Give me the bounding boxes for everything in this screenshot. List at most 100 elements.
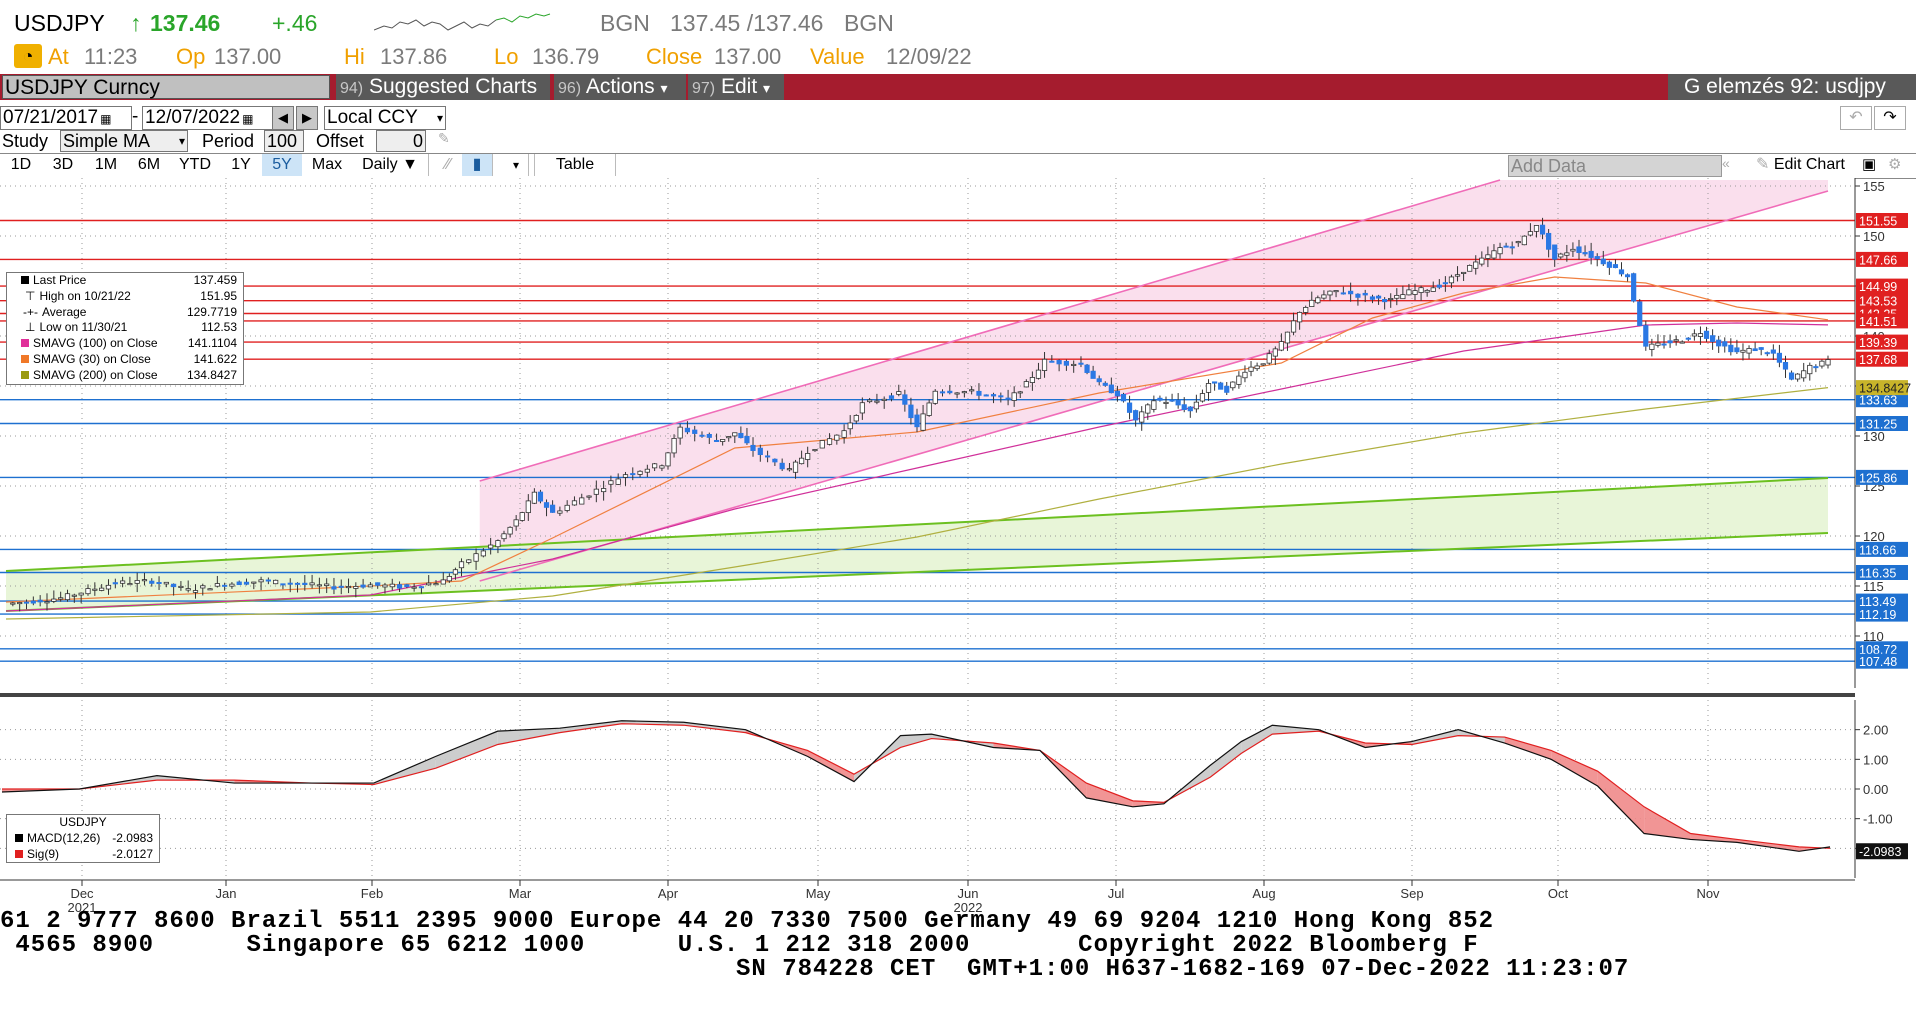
price-level-label: 151.55	[1859, 215, 1897, 229]
add-data-input[interactable]: Add Data	[1508, 155, 1722, 177]
redo-icon[interactable]: ↷	[1874, 106, 1906, 130]
candle-up	[214, 583, 220, 587]
line-chart-icon[interactable]: ⁄⁄	[434, 154, 463, 176]
collapse-icon[interactable]: «	[1722, 155, 1730, 171]
candle-up	[99, 587, 105, 591]
chart-type-dropdown-icon[interactable]: ▾	[504, 154, 529, 176]
candle-up	[324, 583, 330, 586]
currency-select[interactable]: Local CCY ▾	[324, 106, 446, 130]
macd-last-label: -2.0983	[1859, 845, 1901, 859]
frequency-select[interactable]: Daily ▼	[352, 154, 429, 176]
pencil-icon[interactable]: ✎	[438, 130, 450, 146]
next-period-icon[interactable]: ▶	[296, 106, 318, 130]
edit-chart-label: Edit Chart	[1773, 156, 1845, 173]
chart-settings-icon[interactable]: ▣	[1862, 156, 1877, 173]
legend-value: 112.53	[201, 320, 237, 335]
legend-row: SMAVG (100) on Close 141.1104	[7, 336, 243, 352]
candle-up	[382, 584, 388, 588]
candle-up	[273, 579, 279, 585]
candle-down	[1758, 347, 1764, 350]
candle-up	[1029, 377, 1035, 383]
candle-down	[1594, 256, 1600, 260]
candle-up	[134, 580, 140, 584]
candle-down	[1661, 343, 1667, 346]
actions-menu-button[interactable]: 96) Actions ▾	[554, 74, 686, 100]
candle-up	[732, 432, 738, 437]
period-input[interactable]: 100	[264, 130, 304, 152]
range-1d-button[interactable]: 1D	[0, 154, 43, 176]
candle-down	[976, 390, 982, 396]
candle-up	[316, 584, 322, 587]
candle-up	[1035, 369, 1042, 379]
suggested-charts-number: 94)	[340, 80, 364, 97]
legend-label: Average	[42, 304, 87, 319]
candle-chart-icon[interactable]: ▮	[462, 154, 493, 176]
candle-up	[586, 495, 592, 498]
candle-up	[367, 584, 374, 588]
candle-down	[280, 583, 286, 586]
price-chart[interactable]: 110115120125130135140145150155151.55147.…	[0, 178, 1916, 914]
candle-up	[1825, 359, 1831, 366]
candle-up	[1527, 231, 1534, 236]
start-date-input[interactable]: 07/21/2017 ▦	[0, 106, 132, 130]
candle-down	[1503, 245, 1509, 248]
range-3d-button[interactable]: 3D	[42, 154, 85, 176]
undo-icon[interactable]: ↶	[1840, 106, 1872, 130]
pane-divider	[0, 693, 1855, 697]
price-level-label: 139.39	[1859, 336, 1897, 350]
ticker-symbol[interactable]: USDJPY	[14, 10, 105, 36]
candle-down	[914, 414, 920, 428]
candle-up	[440, 579, 446, 585]
candle-down	[1667, 340, 1673, 344]
candle-up	[853, 415, 859, 422]
open-label: Op	[176, 44, 206, 69]
suggested-charts-button[interactable]: 94) Suggested Charts	[336, 74, 550, 100]
candle-up	[127, 583, 133, 586]
candle-down	[1108, 384, 1114, 394]
edit-chart-button[interactable]: ✎ Edit Chart	[1756, 155, 1860, 175]
range-1m-button[interactable]: 1M	[84, 154, 129, 176]
range-max-button[interactable]: Max	[302, 154, 353, 176]
candle-down	[1752, 348, 1758, 352]
candle-up	[1297, 311, 1303, 323]
gauge-icon[interactable]: ◔	[14, 44, 42, 68]
range-6m-button[interactable]: 6M	[128, 154, 171, 176]
candle-up	[896, 391, 902, 395]
actions-number: 96)	[558, 80, 582, 97]
prev-period-icon[interactable]: ◀	[272, 106, 294, 130]
command-bar: USDJPY Curncy 94) Suggested Charts 96) A…	[0, 74, 1916, 100]
security-field[interactable]: USDJPY Curncy	[2, 75, 330, 99]
low-value: 136.79	[532, 44, 600, 69]
time-axis-label: Oct	[1548, 886, 1569, 901]
table-button[interactable]: Table	[534, 154, 616, 176]
time-axis-year: 2021	[68, 900, 97, 914]
price-source: BGN	[600, 10, 650, 36]
price-axis-label: 110	[1863, 629, 1884, 644]
study-select[interactable]: Simple MA ▾	[60, 130, 188, 152]
legend-label: SMAVG (100) on Close	[33, 336, 158, 351]
candle-up	[1011, 392, 1017, 401]
range-1y-button[interactable]: 1Y	[220, 154, 263, 176]
candle-up	[480, 550, 486, 557]
quote-details: ◔ At 11:23 Op 137.00 Hi 137.86 Lo 136.79…	[14, 44, 1114, 70]
candle-down	[1600, 258, 1606, 265]
edit-menu-button[interactable]: 97) Edit ▾	[688, 74, 784, 100]
candle-up	[1564, 252, 1570, 256]
legend-label: High on 10/21/22	[39, 288, 131, 303]
calendar-icon[interactable]: ▦	[100, 112, 112, 126]
candle-down	[156, 582, 162, 585]
candle-down	[1576, 246, 1582, 254]
gear-icon[interactable]: ⚙	[1888, 156, 1902, 173]
candle-up	[637, 470, 643, 475]
low-label: Lo	[494, 44, 519, 69]
range-5y-button[interactable]: 5Y	[262, 154, 303, 176]
candle-up	[192, 590, 199, 593]
calendar-icon[interactable]: ▦	[242, 112, 254, 126]
actions-label: Actions	[585, 75, 655, 98]
time-axis-label: Jun	[958, 886, 979, 901]
range-ytd-button[interactable]: YTD	[170, 154, 221, 176]
offset-input[interactable]: 0	[376, 130, 426, 152]
end-date-input[interactable]: 12/07/2022 ▦	[142, 106, 274, 130]
macd-fill	[435, 731, 498, 769]
candle-up	[1497, 247, 1503, 255]
